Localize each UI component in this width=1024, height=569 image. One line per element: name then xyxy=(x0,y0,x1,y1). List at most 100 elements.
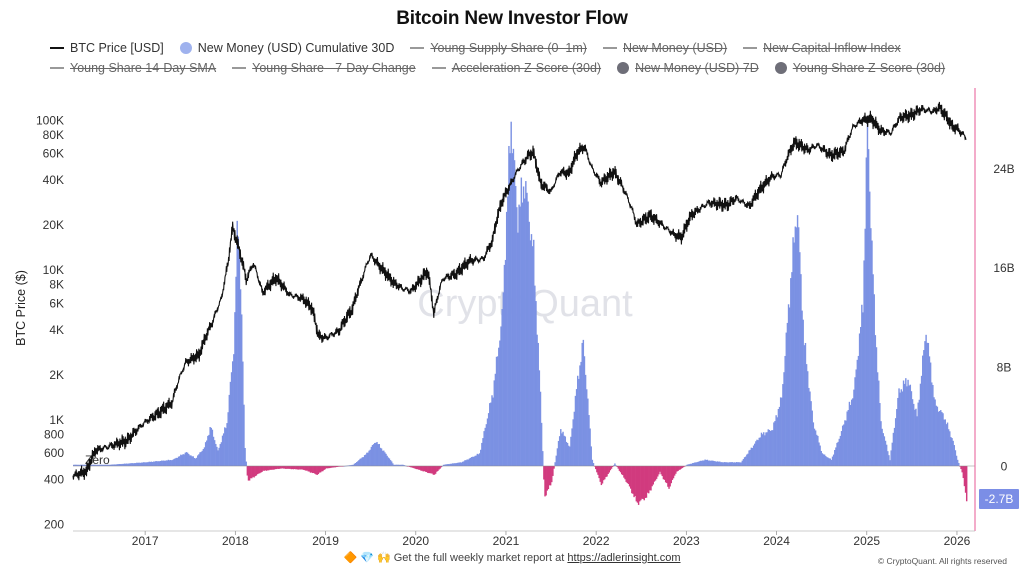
new-money-bar xyxy=(124,463,127,466)
new-money-bar xyxy=(212,436,215,466)
new-money-bar xyxy=(843,424,845,466)
legend-item[interactable]: Acceleration Z-Score (30d) xyxy=(431,61,601,75)
new-money-bar xyxy=(517,232,519,466)
new-money-bar xyxy=(352,464,355,466)
x-tick-label: 2026 xyxy=(944,534,971,548)
legend-item[interactable]: New Capital Inflow Index xyxy=(743,41,901,55)
new-money-bar xyxy=(822,454,825,466)
new-money-bar xyxy=(321,466,323,472)
new-money-bar xyxy=(606,466,608,477)
new-money-bar xyxy=(84,464,86,466)
new-money-bar xyxy=(380,448,383,466)
new-money-bar xyxy=(253,466,255,478)
legend-line-icon xyxy=(410,47,425,49)
new-money-bar xyxy=(965,466,968,502)
new-money-bar xyxy=(538,370,541,466)
new-money-bar xyxy=(499,340,501,466)
new-money-bar xyxy=(715,461,718,466)
new-money-bar xyxy=(950,437,952,466)
legend-item[interactable]: New Money (USD) 7D xyxy=(617,61,759,75)
new-money-bar xyxy=(807,371,809,466)
legend-item[interactable]: New Money (USD) xyxy=(602,41,728,55)
new-money-bar xyxy=(558,436,561,466)
new-money-bar xyxy=(132,463,135,466)
new-money-bar xyxy=(912,403,915,466)
new-money-bar xyxy=(527,201,529,466)
new-money-bar xyxy=(910,391,913,466)
new-money-bar xyxy=(686,464,688,466)
new-money-bar xyxy=(890,450,892,466)
x-tick-label: 2019 xyxy=(312,534,339,548)
new-money-bar xyxy=(480,449,482,466)
new-money-bar xyxy=(457,462,459,466)
new-money-bar xyxy=(778,406,781,466)
new-money-bar xyxy=(422,466,424,472)
new-money-bar xyxy=(847,410,850,466)
new-money-bar xyxy=(820,450,822,466)
new-money-bar xyxy=(273,466,276,470)
new-money-bar xyxy=(425,466,428,473)
new-money-bar xyxy=(455,463,457,466)
new-money-bar xyxy=(566,442,569,466)
new-money-bar xyxy=(720,462,722,466)
new-money-bar xyxy=(819,445,821,466)
new-money-bar xyxy=(255,466,258,476)
new-money-bar xyxy=(215,443,217,466)
legend-item[interactable]: BTC Price [USD] xyxy=(50,41,164,55)
new-money-bar xyxy=(826,457,828,466)
new-money-bar xyxy=(898,388,900,466)
new-money-bar xyxy=(447,464,449,466)
new-money-bar xyxy=(934,399,936,466)
new-money-bar xyxy=(861,304,863,466)
legend-line-icon xyxy=(743,47,758,49)
x-tick-label: 2021 xyxy=(493,534,520,548)
new-money-bar xyxy=(371,445,374,466)
new-money-bar xyxy=(570,436,572,466)
new-money-bar xyxy=(324,466,326,470)
new-money-bar xyxy=(116,464,119,466)
new-money-bar xyxy=(226,423,228,466)
legend-item[interactable]: New Money (USD) Cumulative 30D xyxy=(179,41,394,55)
new-money-bar xyxy=(128,463,130,466)
new-money-bar xyxy=(504,259,507,466)
new-money-bar xyxy=(326,466,329,469)
new-money-bar xyxy=(363,455,366,466)
new-money-bar xyxy=(191,456,193,466)
new-money-bar xyxy=(332,466,334,468)
new-money-bar xyxy=(631,466,633,494)
new-money-bar xyxy=(591,459,594,466)
new-money-bar xyxy=(525,181,527,466)
legend-item[interactable]: Young Supply Share (0–1m) xyxy=(410,41,587,55)
new-money-bar xyxy=(222,433,225,466)
new-money-bar xyxy=(314,466,316,474)
new-money-bar xyxy=(582,339,585,466)
new-money-bar xyxy=(288,466,290,469)
y-right-tick-label: 8B xyxy=(997,360,1012,374)
footer-link[interactable]: https://adlerinsight.com xyxy=(567,552,681,564)
new-money-bar xyxy=(704,459,706,466)
new-money-bar xyxy=(576,375,579,466)
new-money-bar xyxy=(379,447,382,466)
new-money-bar xyxy=(574,395,577,466)
new-money-bar xyxy=(732,462,735,466)
legend-item[interactable]: Young Share - 7-Day Change xyxy=(232,61,416,75)
new-money-bar xyxy=(906,386,908,466)
new-money-bar xyxy=(915,408,917,466)
new-money-bar xyxy=(390,461,393,466)
new-money-bar xyxy=(284,466,287,469)
new-money-bar xyxy=(471,457,473,466)
new-money-bar xyxy=(537,342,539,466)
new-money-bar xyxy=(80,464,83,466)
footer-text: Get the full weekly market report at xyxy=(393,552,565,564)
legend-label: New Money (USD) xyxy=(622,41,728,55)
legend-item[interactable]: Young Share 14-Day SMA xyxy=(50,61,216,75)
new-money-bar xyxy=(156,461,158,466)
new-money-bar xyxy=(395,464,397,466)
new-money-bar xyxy=(513,160,516,466)
new-money-bar xyxy=(735,462,738,466)
new-money-bar xyxy=(194,458,197,466)
new-money-bar xyxy=(110,464,112,466)
new-money-bar xyxy=(818,442,820,466)
legend-item[interactable]: Young Share Z-Score (30d) xyxy=(774,61,945,75)
new-money-bar xyxy=(544,466,546,497)
